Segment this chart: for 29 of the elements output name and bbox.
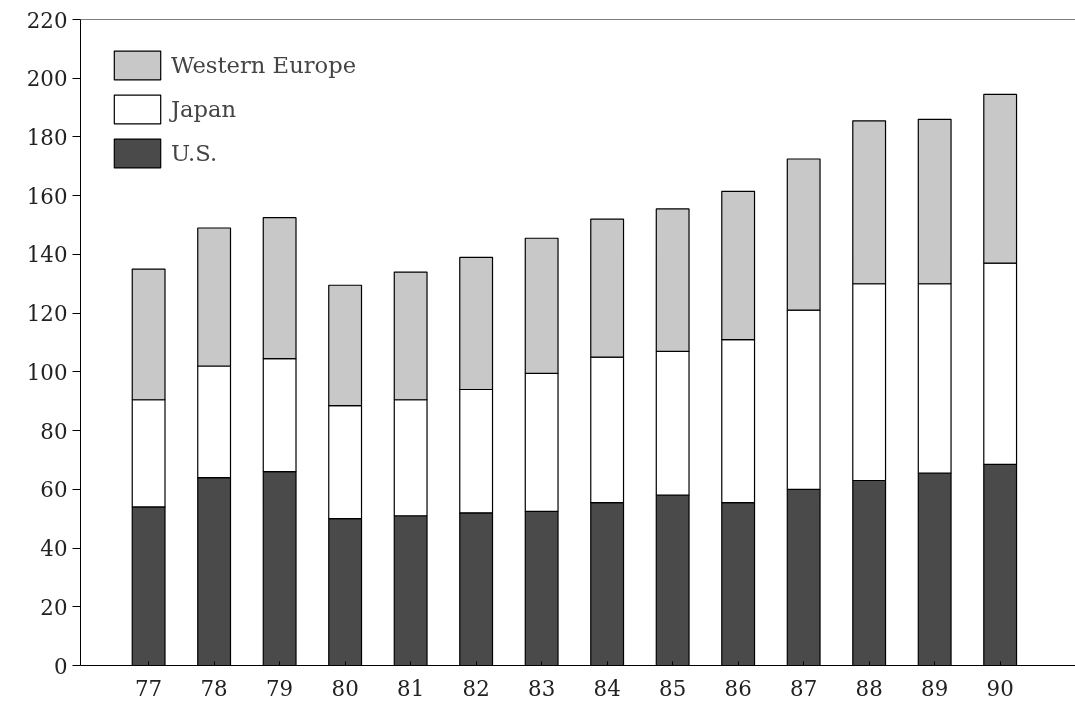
x-tick-label: 77 [135,675,163,701]
x-tick-label: 83 [528,675,556,701]
y-tick-label: 80 [40,418,68,444]
y-tick-label: 120 [26,301,68,327]
x-tick-label: 82 [462,675,490,701]
x-tick-label: 80 [331,675,359,701]
legend-label: U.S. [171,140,218,166]
y-tick-label: 100 [26,359,68,385]
x-tick-label: 90 [986,675,1014,701]
y-tick-label: 180 [26,124,68,150]
y-tick-label: 40 [40,536,68,562]
x-tick-label: 88 [855,675,883,701]
x-tick-label: 79 [266,675,294,701]
x-tick-label: 84 [593,675,621,701]
y-tick-label: 0 [53,653,68,679]
y-tick-label: 140 [26,242,68,268]
x-tick-label: 89 [921,675,949,701]
x-tick-label: 78 [200,675,228,701]
x-tick-label: 86 [724,675,752,701]
y-tick-label: 220 [26,7,68,33]
y-tick-label: 60 [40,477,68,503]
x-tick-label: 87 [790,675,818,701]
x-tick-label: 81 [397,675,425,701]
y-tick-label: 160 [26,183,68,209]
legend-label: Japan [171,96,237,122]
x-tick-label: 85 [659,675,687,701]
legend-label: Western Europe [171,52,357,78]
y-tick-label: 200 [26,66,68,92]
y-tick-label: 20 [40,594,68,620]
